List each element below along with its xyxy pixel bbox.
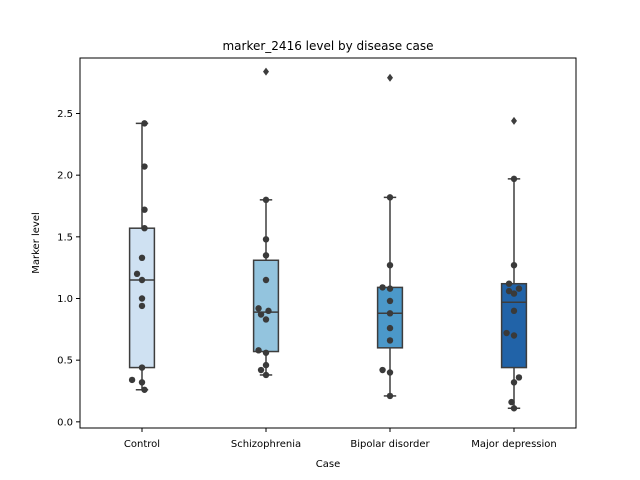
data-point: [386, 194, 394, 201]
data-point: [141, 386, 148, 393]
data-point: [262, 316, 270, 323]
y-tick-label: 2.0: [57, 171, 73, 182]
data-point: [510, 290, 518, 297]
points-major-depression: [503, 175, 523, 412]
data-point: [515, 374, 523, 381]
data-point: [510, 175, 518, 183]
data-point: [141, 163, 148, 170]
data-point: [133, 270, 141, 278]
outlier-marker: [263, 67, 269, 76]
y-tick-label: 0.5: [57, 356, 73, 367]
data-point: [503, 329, 510, 337]
data-point: [138, 254, 146, 261]
x-tick-label: Control: [124, 439, 160, 450]
data-point: [128, 376, 136, 384]
x-axis: Control Schizophrenia Bipolar disorder Majo…: [124, 428, 557, 450]
y-tick-label: 1.5: [57, 232, 73, 243]
data-point: [138, 364, 146, 371]
data-point: [510, 262, 518, 269]
plot-frame: [79, 57, 577, 429]
data-point: [386, 285, 394, 292]
data-point: [262, 361, 270, 369]
data-point: [141, 206, 148, 213]
x-tick-label: Bipolar disorder: [350, 439, 430, 450]
data-point: [386, 324, 394, 332]
chart-title: marker_2416 level by disease case: [222, 39, 433, 53]
x-tick-label: Schizophrenia: [231, 439, 301, 450]
points-bipolar-disorder: [379, 194, 394, 400]
data-point: [255, 347, 262, 354]
data-point: [510, 379, 518, 386]
y-tick-label: 2.5: [57, 109, 73, 120]
data-point: [262, 252, 270, 259]
box-body: [500, 282, 528, 369]
y-axis: 0.0 0.5 1.0 1.5 2.0 2.5: [57, 109, 80, 428]
data-point: [510, 332, 518, 339]
data-point: [386, 297, 394, 305]
box-schizophrenia: [252, 67, 280, 376]
data-point: [262, 371, 270, 379]
box-bipolar-disorder: [376, 73, 404, 397]
data-point: [138, 276, 146, 284]
x-axis-label: Case: [316, 459, 340, 470]
y-tick-label: 1.0: [57, 294, 73, 305]
data-point: [515, 285, 523, 292]
outlier-marker: [511, 116, 517, 125]
outlier-marker: [387, 73, 393, 82]
data-point: [379, 366, 386, 374]
box-major-depression: [500, 116, 528, 410]
data-point: [262, 196, 270, 204]
data-point: [386, 310, 394, 317]
plot-content: [128, 67, 528, 412]
points-schizophrenia: [255, 196, 272, 379]
data-point: [138, 295, 146, 302]
data-point: [505, 287, 513, 295]
data-point: [138, 379, 146, 386]
y-tick-label: 0.0: [57, 417, 73, 428]
data-point: [386, 392, 394, 400]
data-point: [141, 120, 148, 127]
data-point: [262, 349, 270, 356]
data-point: [505, 280, 513, 287]
data-point: [265, 307, 272, 315]
data-point: [379, 284, 386, 291]
data-point: [510, 307, 518, 315]
data-point: [262, 276, 270, 284]
x-tick-label: Major depression: [471, 439, 557, 450]
data-point: [386, 337, 394, 344]
data-point: [386, 262, 394, 269]
points-control: [128, 120, 148, 393]
data-point: [510, 405, 518, 412]
data-point: [386, 369, 394, 376]
data-point: [138, 302, 146, 310]
data-point: [508, 398, 515, 406]
data-point: [257, 366, 265, 374]
data-point: [257, 311, 265, 318]
y-axis-label: Marker level: [31, 212, 42, 274]
data-point: [141, 225, 148, 232]
data-point: [255, 305, 262, 312]
data-point: [262, 236, 270, 243]
